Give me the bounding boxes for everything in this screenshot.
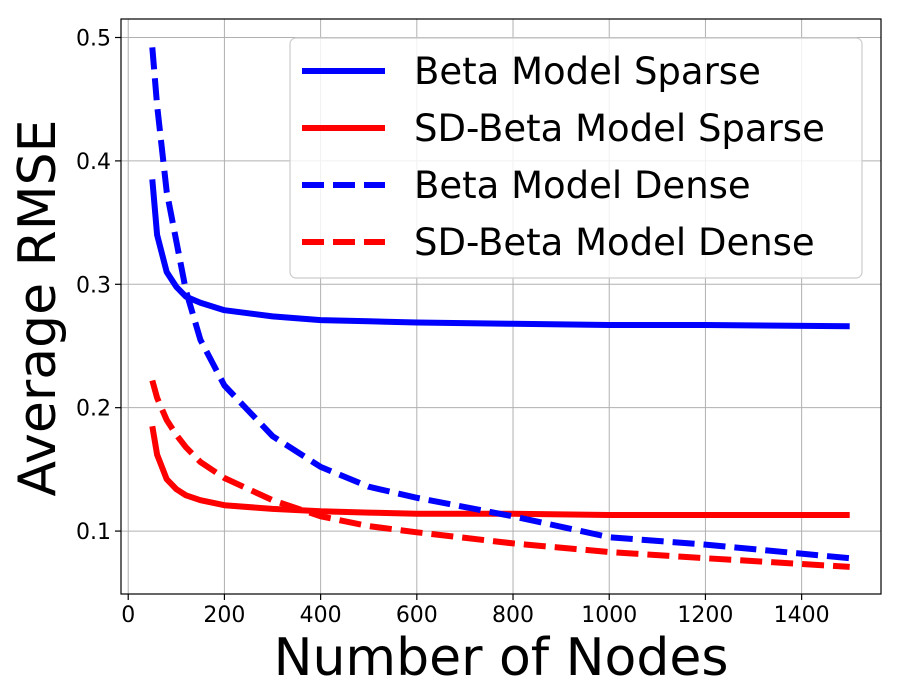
series-line-sd-beta-model-dense — [149, 379, 850, 570]
y-tick-label: 0.1 — [76, 520, 111, 545]
y-tick-label: 0.5 — [76, 27, 111, 52]
x-axis-label: Number of Nodes — [274, 628, 729, 688]
x-tick-label: 1200 — [677, 603, 733, 628]
plot-area-frame — [120, 18, 882, 595]
series-line-sd-beta-model-sparse — [149, 425, 850, 518]
x-tick-label: 200 — [203, 603, 245, 628]
x-tick-label: 400 — [300, 603, 342, 628]
x-tick-label: 600 — [396, 603, 438, 628]
legend-label: SD-Beta Model Dense — [414, 221, 815, 264]
y-axis-ticks: 0.1 0.2 0.3 0.4 0.5 — [76, 27, 121, 545]
y-tick-label: 0.4 — [76, 150, 111, 175]
series-line-beta-model-dense — [149, 47, 850, 562]
x-tick-label: 1000 — [581, 603, 637, 628]
legend-label: SD-Beta Model Sparse — [414, 107, 825, 150]
x-tick-label: 0 — [121, 603, 135, 628]
legend-box — [289, 37, 863, 279]
y-tick-label: 0.2 — [76, 397, 111, 422]
y-tick-label: 0.3 — [76, 273, 111, 298]
legend-label: Beta Model Dense — [414, 164, 751, 207]
x-tick-label: 1400 — [774, 603, 830, 628]
x-axis-ticks: 0 200 400 600 800 1000 1200 1400 — [121, 594, 830, 628]
legend: Beta Model Sparse SD-Beta Model Sparse Bet… — [289, 37, 863, 279]
series-lines — [149, 47, 850, 570]
legend-label: Beta Model Sparse — [414, 50, 761, 93]
y-axis-label: Average RMSE — [8, 120, 68, 497]
x-tick-label: 800 — [492, 603, 534, 628]
series-line-beta-model-sparse — [149, 179, 850, 330]
